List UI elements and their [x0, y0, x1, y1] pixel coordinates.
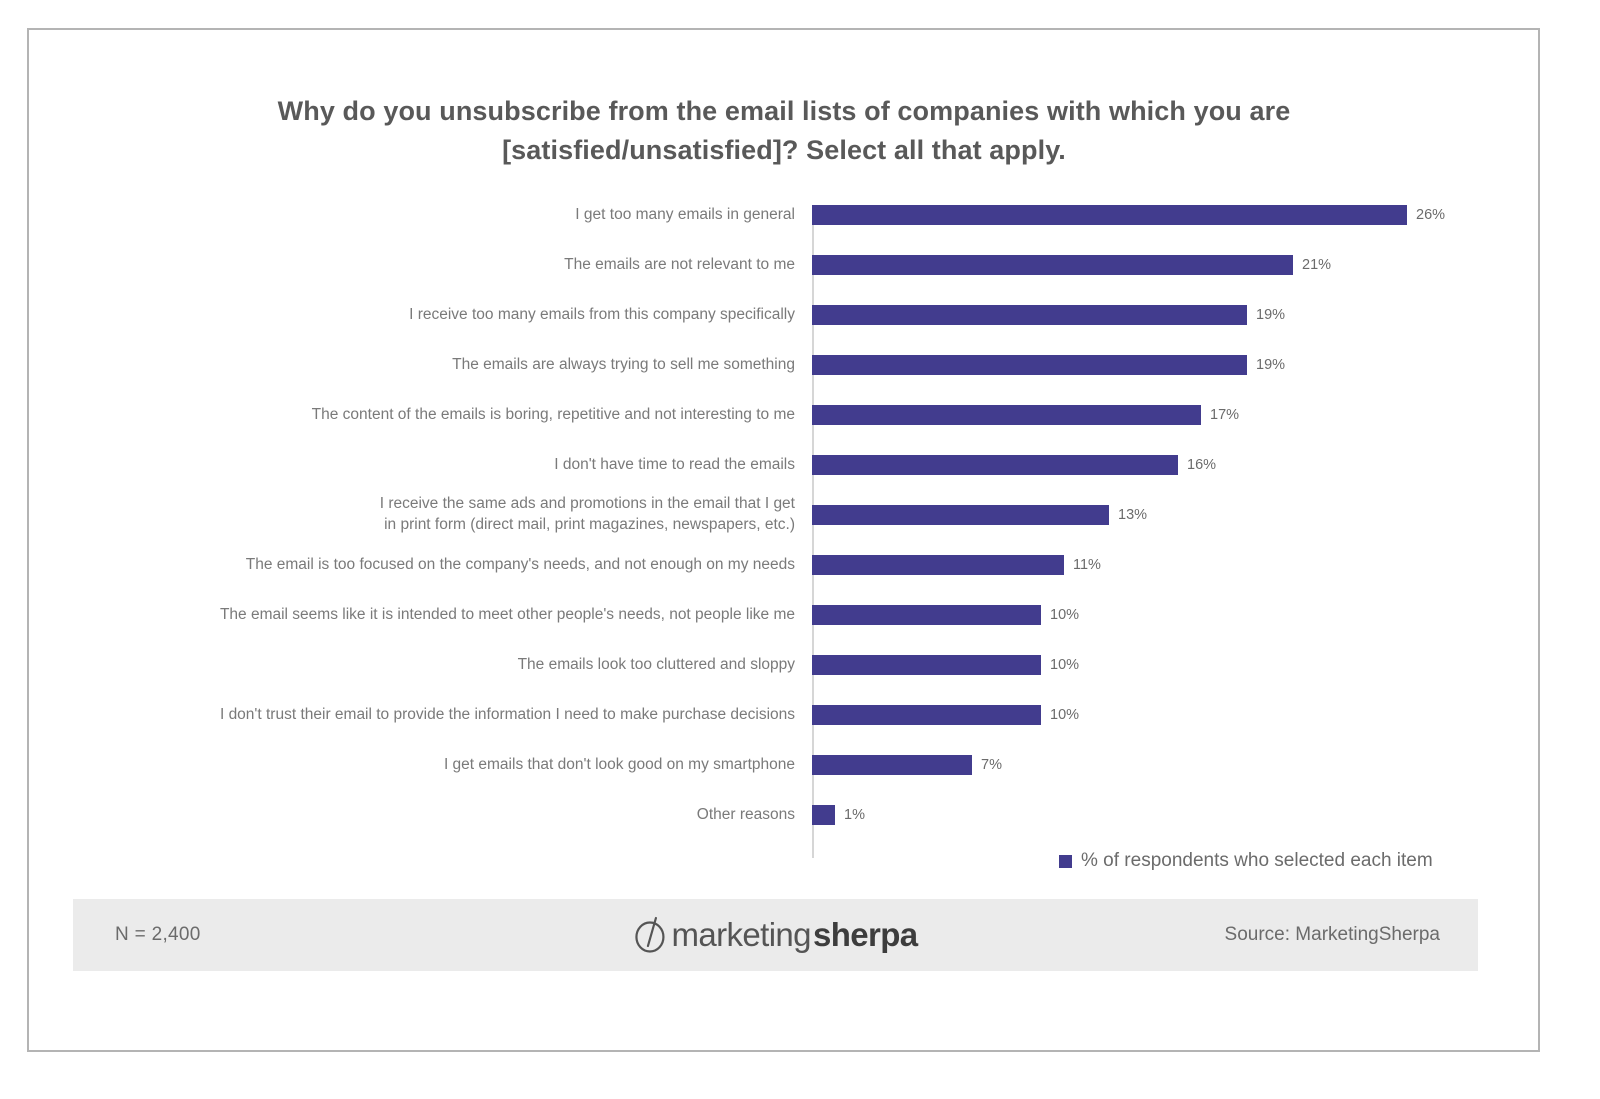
bar-value-label: 11% — [1073, 557, 1101, 573]
bar-fill — [812, 655, 1041, 675]
bar-category-label: The email seems like it is intended to m… — [219, 605, 795, 623]
bar-value-label: 26% — [1416, 207, 1446, 223]
marketingsherpa-logo: marketing sherpa — [633, 916, 918, 954]
bar-category-label: I get emails that don't look good on my … — [443, 755, 795, 773]
chart-plot-area: I get too many emails in general 26% The… — [70, 190, 1500, 858]
chart-bar-row: Other reasons 1% — [70, 790, 1500, 840]
bar-value-label: 10% — [1050, 657, 1080, 673]
source-label: Source: MarketingSherpa — [1224, 924, 1440, 945]
bar-category-label: The content of the emails is boring, rep… — [311, 405, 795, 423]
bar-track: 10% — [805, 590, 1500, 640]
chart-bar-row: The email seems like it is intended to m… — [70, 590, 1500, 640]
bar-value-label: 13% — [1118, 507, 1148, 523]
bar-fill — [812, 455, 1178, 475]
marketingsherpa-circle-slash-icon — [634, 916, 665, 953]
bar-fill — [812, 305, 1247, 325]
bar-track: 19% — [805, 290, 1500, 340]
bar-fill — [812, 805, 835, 825]
bar-fill — [812, 205, 1407, 225]
logo-word-marketing: marketing — [671, 916, 811, 953]
chart-bar-row: The emails are always trying to sell me … — [70, 340, 1500, 390]
bar-category-label: I don't have time to read the emails — [554, 455, 795, 473]
bar-track: 13% — [805, 490, 1500, 540]
bar-category-label: The emails are always trying to sell me … — [452, 355, 795, 373]
bar-fill — [812, 555, 1064, 575]
bar-category-label: I don't trust their email to provide the… — [219, 705, 795, 723]
bar-fill — [812, 505, 1109, 525]
chart-bar-row: I receive too many emails from this comp… — [70, 290, 1500, 340]
legend-label: % of respondents who selected each item — [1081, 850, 1433, 871]
chart-bar-row: I get emails that don't look good on my … — [70, 740, 1500, 790]
bar-track: 16% — [805, 440, 1500, 490]
bar-value-label: 10% — [1050, 707, 1080, 723]
bar-value-label: 1% — [844, 807, 865, 823]
category-axis-line — [812, 206, 814, 858]
bar-fill — [812, 705, 1041, 725]
bar-value-label: 21% — [1302, 257, 1332, 273]
bar-fill — [812, 355, 1247, 375]
bar-fill — [812, 255, 1293, 275]
bar-category-label: The email is too focused on the company'… — [245, 555, 795, 573]
bar-track: 26% — [805, 190, 1500, 240]
chart-bar-row: I receive the same ads and promotions in… — [70, 490, 1500, 540]
chart-card: Why do you unsubscribe from the email li… — [27, 28, 1540, 1052]
bar-value-label: 7% — [981, 757, 1002, 773]
chart-footer: N = 2,400 marketing sherpa Source: Market… — [73, 899, 1478, 971]
bar-track: 11% — [805, 540, 1500, 590]
bar-category-label: The emails are not relevant to me — [564, 255, 795, 273]
chart-bar-row: I get too many emails in general 26% — [70, 190, 1500, 240]
bar-fill — [812, 755, 972, 775]
bar-category-label: I receive too many emails from this comp… — [409, 305, 795, 323]
chart-bar-row: The content of the emails is boring, rep… — [70, 390, 1500, 440]
bar-fill — [812, 405, 1201, 425]
bar-value-label: 19% — [1256, 357, 1286, 373]
legend-swatch-icon — [1059, 854, 1072, 868]
bar-value-label: 19% — [1256, 307, 1286, 323]
bar-track: 19% — [805, 340, 1500, 390]
bar-category-label: I receive the same ads and promotions in… — [379, 495, 795, 533]
chart-bar-row: The emails look too cluttered and sloppy… — [70, 640, 1500, 690]
chart-legend: % of respondents who selected each item — [1059, 850, 1433, 872]
bar-value-label: 17% — [1210, 407, 1240, 423]
bar-track: 7% — [805, 740, 1500, 790]
bar-track: 17% — [805, 390, 1500, 440]
bar-track: 21% — [805, 240, 1500, 290]
bar-track: 1% — [805, 790, 1500, 840]
sample-size-label: N = 2,400 — [115, 924, 201, 945]
logo-word-sherpa: sherpa — [812, 916, 918, 953]
bar-category-label: The emails look too cluttered and sloppy — [517, 655, 795, 673]
chart-bar-row: I don't trust their email to provide the… — [70, 690, 1500, 740]
bar-fill — [812, 605, 1041, 625]
bar-category-label: I get too many emails in general — [575, 205, 795, 223]
bar-track: 10% — [805, 640, 1500, 690]
bar-track: 10% — [805, 690, 1500, 740]
bar-category-label: Other reasons — [696, 805, 795, 823]
chart-bar-row: I don't have time to read the emails 16% — [70, 440, 1500, 490]
bar-value-label: 16% — [1187, 457, 1217, 473]
chart-bar-row: The emails are not relevant to me 21% — [70, 240, 1500, 290]
chart-bar-row: The email is too focused on the company'… — [70, 540, 1500, 590]
chart-title: Why do you unsubscribe from the email li… — [277, 96, 1291, 166]
bar-value-label: 10% — [1050, 607, 1080, 623]
